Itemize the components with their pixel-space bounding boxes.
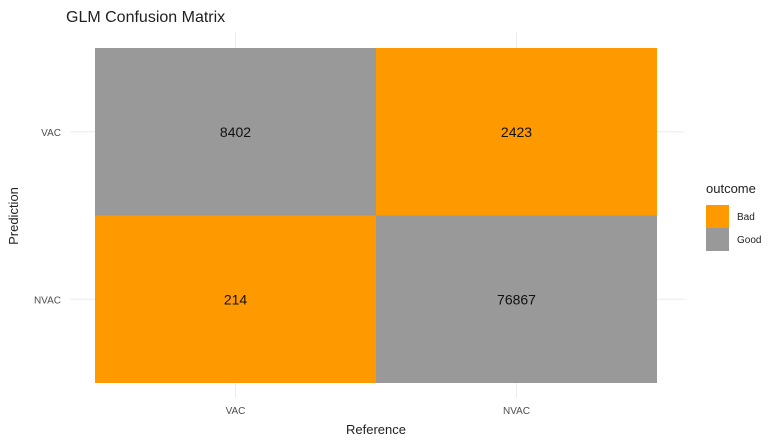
cell-nvac-vac <box>95 215 376 383</box>
x-axis-title: Reference <box>346 422 406 437</box>
y-tick-vac: VAC <box>41 128 61 139</box>
heatmap-cells <box>95 48 657 383</box>
legend-label-good: Good <box>737 235 761 246</box>
y-tick-nvac: NVAC <box>34 295 61 306</box>
cell-value-vac-vac: 8402 <box>220 124 251 140</box>
cell-value-nvac-vac: 214 <box>224 291 248 307</box>
axis-ticks: VAC NVAC VAC NVAC <box>34 128 530 417</box>
legend-swatch-bad <box>706 205 729 228</box>
x-tick-nvac: NVAC <box>503 406 530 417</box>
legend-title: outcome <box>706 181 756 196</box>
x-tick-vac: VAC <box>226 406 246 417</box>
cell-labels: 8402 2423 214 76867 <box>220 124 536 308</box>
chart-title: GLM Confusion Matrix <box>66 9 225 26</box>
cell-vac-vac <box>95 48 376 216</box>
cell-value-vac-nvac: 2423 <box>501 124 532 140</box>
legend-swatch-good <box>706 228 729 251</box>
y-axis-title: Prediction <box>6 187 21 245</box>
cell-value-nvac-nvac: 76867 <box>497 291 536 307</box>
cell-nvac-nvac <box>376 215 657 383</box>
legend-label-bad: Bad <box>737 212 755 223</box>
legend: outcome Bad Good <box>706 181 761 251</box>
cell-vac-nvac <box>376 48 657 216</box>
